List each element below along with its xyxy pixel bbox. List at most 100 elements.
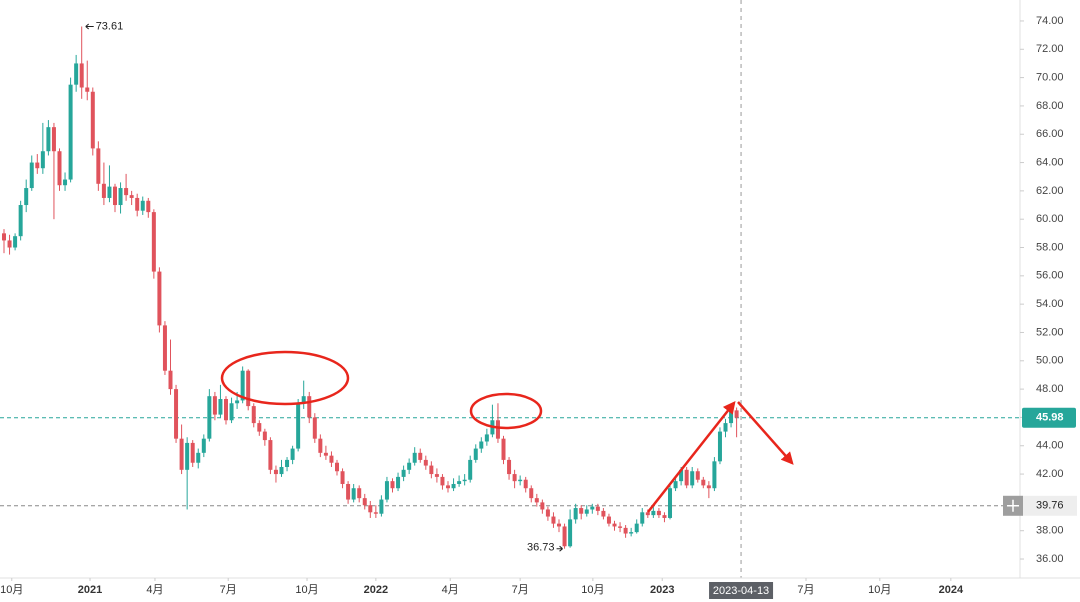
- candle-body: [501, 438, 506, 460]
- candle-body: [673, 481, 678, 489]
- candle-body: [196, 452, 201, 463]
- low-label: 36.73: [527, 542, 555, 554]
- candle-body: [201, 438, 206, 453]
- candle-body: [296, 403, 301, 449]
- candle-body: [96, 148, 101, 184]
- y-tick-label: 48.00: [1036, 383, 1064, 395]
- candle-body: [268, 440, 273, 470]
- candle-body: [440, 476, 445, 486]
- y-tick-label: 68.00: [1036, 100, 1064, 112]
- price-label: 39.76: [1036, 500, 1064, 512]
- candle-body: [7, 240, 12, 248]
- candle-body: [112, 186, 117, 206]
- candle-body: [107, 186, 112, 198]
- candle-body: [162, 325, 167, 371]
- candle-body: [423, 459, 428, 466]
- candle-body: [518, 479, 523, 482]
- candle-body: [690, 471, 695, 486]
- candle-body: [562, 526, 567, 547]
- candle-body: [651, 510, 656, 516]
- candle-body: [457, 481, 462, 484]
- candle-body: [468, 459, 473, 480]
- y-tick-label: 54.00: [1036, 298, 1064, 310]
- candle-body: [446, 485, 451, 489]
- candle-body: [35, 162, 40, 169]
- candle-body: [285, 459, 290, 467]
- candle-body: [85, 87, 90, 92]
- price-label-box: [1022, 407, 1076, 428]
- candle-body: [68, 84, 73, 180]
- y-tick-label: 38.00: [1036, 525, 1064, 537]
- y-tick-label: 52.00: [1036, 326, 1064, 338]
- candle-body: [618, 526, 623, 528]
- candle-body: [224, 399, 229, 421]
- candle-body: [712, 461, 717, 489]
- candle-body: [695, 471, 700, 480]
- candle-body: [557, 523, 562, 527]
- candle-body: [312, 417, 317, 439]
- candle-body: [412, 452, 417, 463]
- y-tick-label: 56.00: [1036, 270, 1064, 282]
- plus-icon: [1007, 499, 1019, 512]
- candle-body: [18, 205, 23, 237]
- candle-body: [684, 469, 689, 486]
- crosshair-label-box: [709, 582, 774, 599]
- candle-body: [307, 396, 312, 418]
- candle-body: [379, 499, 384, 514]
- highlight-ellipse: [220, 350, 350, 406]
- candle-body: [668, 488, 673, 518]
- candle-body: [656, 510, 661, 516]
- candle-body: [63, 179, 68, 186]
- candle-body: [40, 151, 45, 169]
- candle-body: [645, 512, 650, 516]
- x-tick-label: 2021: [78, 584, 102, 596]
- candle-body: [368, 505, 373, 513]
- x-tick-label: 10月: [295, 584, 318, 596]
- x-tick-label: 7月: [797, 584, 814, 596]
- candle-body: [240, 370, 245, 401]
- annotation-layer: [220, 350, 794, 513]
- candle-body: [79, 63, 84, 88]
- candle-body: [229, 403, 234, 421]
- highlight-ellipse: [469, 392, 543, 430]
- arrow-icon: [85, 23, 94, 30]
- candle-body: [662, 515, 667, 518]
- candle-body: [507, 459, 512, 475]
- x-tick-label: 10月: [0, 584, 23, 596]
- candle-body: [190, 442, 195, 463]
- y-tick-label: 36.00: [1036, 553, 1064, 565]
- y-tick-label: 72.00: [1036, 43, 1064, 55]
- y-tick-label: 50.00: [1036, 355, 1064, 367]
- candle-body: [129, 195, 134, 198]
- candle-body: [568, 519, 573, 547]
- candle-body: [601, 510, 606, 517]
- candle-body: [146, 200, 151, 213]
- candle-body: [390, 481, 395, 489]
- candle-body: [495, 420, 500, 439]
- candle-body: [634, 523, 639, 533]
- candle-body: [396, 476, 401, 489]
- candle-body: [595, 506, 600, 511]
- candle-body: [590, 506, 595, 510]
- candle-body: [523, 479, 528, 489]
- candle-body: [101, 183, 106, 198]
- y-tick-label: 74.00: [1036, 15, 1064, 27]
- candle-body: [13, 236, 18, 248]
- trend-arrow: [737, 401, 794, 465]
- candle-body: [623, 527, 628, 534]
- x-tick-label: 4月: [442, 584, 459, 596]
- candle-body: [29, 162, 34, 189]
- candle-body: [323, 452, 328, 456]
- x-tick-label: 2024: [939, 584, 964, 596]
- candle-body: [329, 455, 334, 463]
- candle-body: [279, 466, 284, 475]
- x-tick-label: 10月: [581, 584, 604, 596]
- y-tick-label: 42.00: [1036, 468, 1064, 480]
- x-tick-label: 7月: [512, 584, 529, 596]
- candle-body: [51, 127, 56, 152]
- candle-body: [545, 509, 550, 517]
- candle-body: [185, 442, 190, 470]
- candle-body: [179, 438, 184, 470]
- candle-body: [451, 483, 456, 489]
